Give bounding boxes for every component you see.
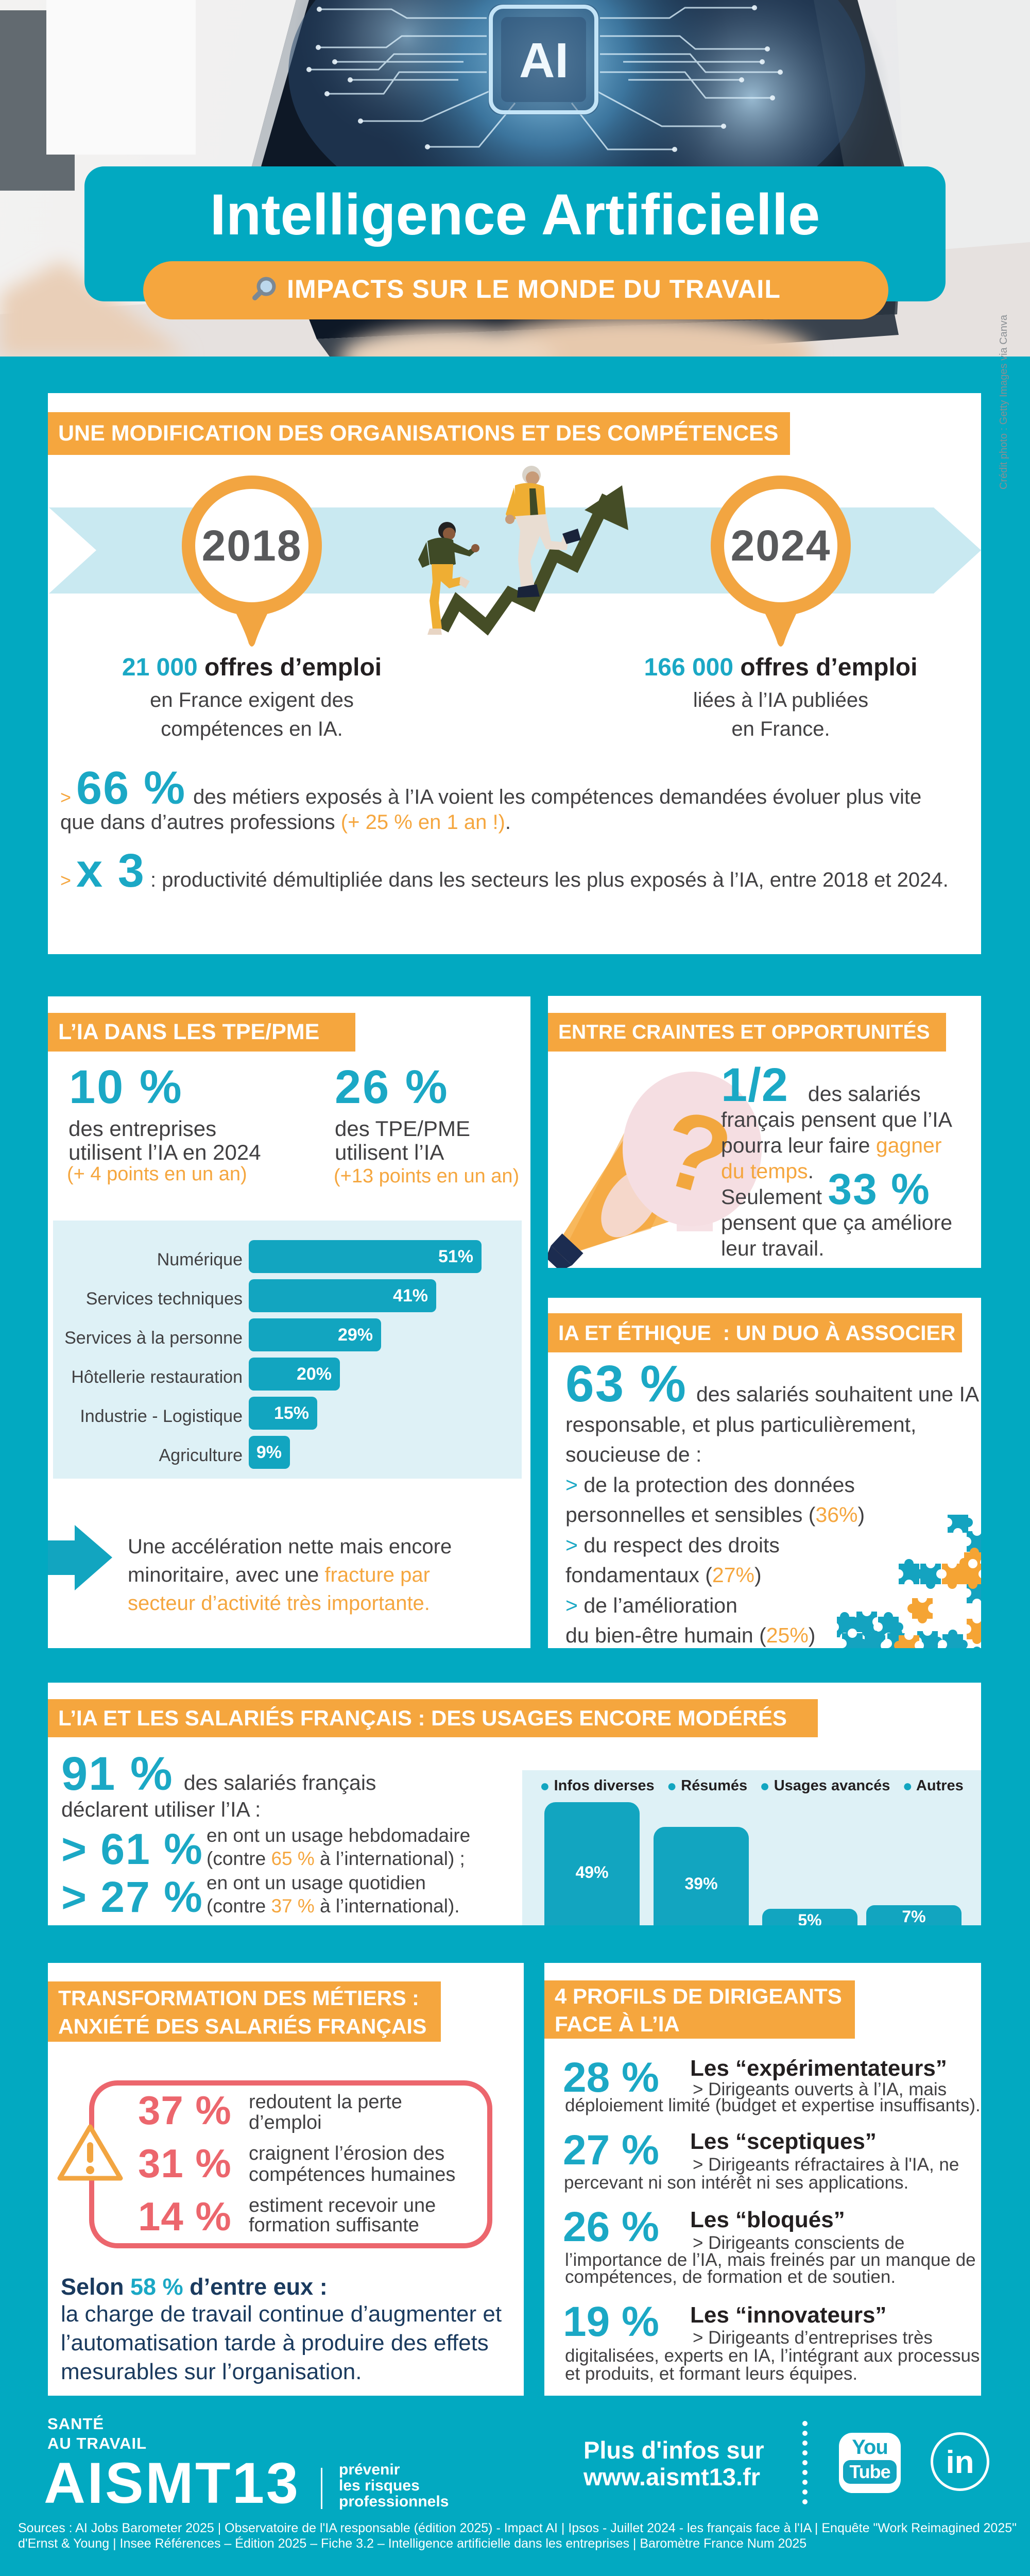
svg-text:2018: 2018 [202,521,302,570]
svg-text:2024: 2024 [731,521,831,570]
svg-text:AI: AI [519,33,569,88]
